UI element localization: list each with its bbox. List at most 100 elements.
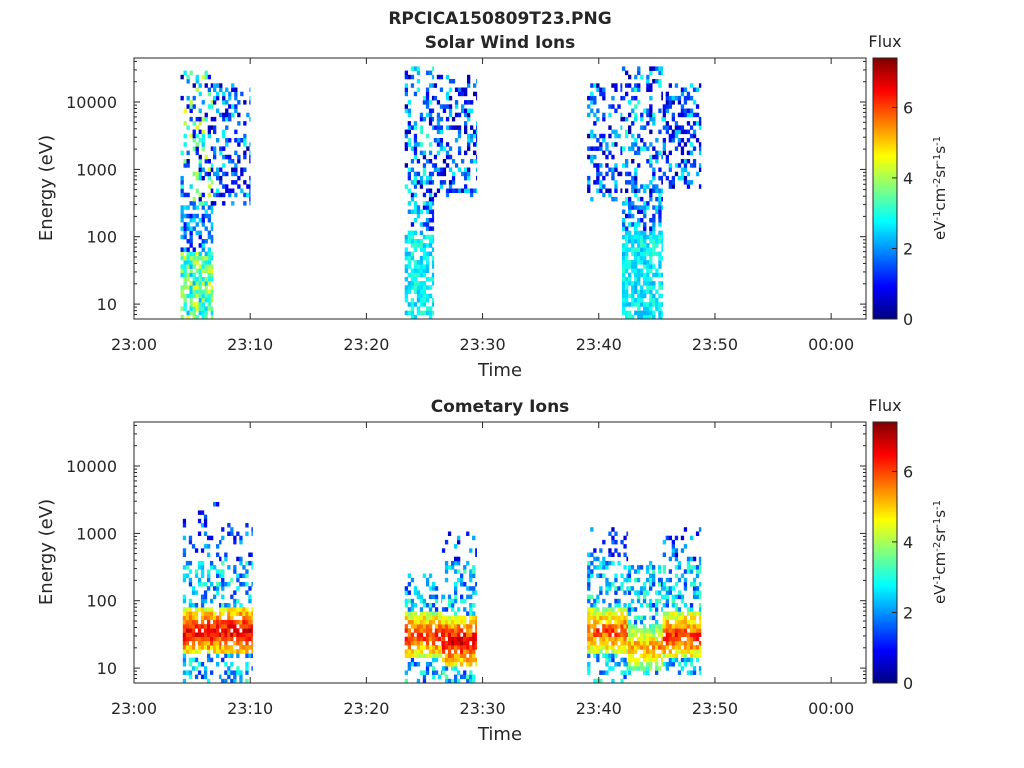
heatmap-cell (626, 531, 629, 536)
heatmap-cell (447, 628, 452, 633)
heatmap-cell (636, 628, 641, 633)
heatmap-cell (416, 653, 421, 658)
heatmap-cell (225, 125, 229, 130)
heatmap-cell (472, 586, 476, 591)
heatmap-cell (422, 619, 427, 625)
y-tick-label: 10 (97, 295, 117, 314)
heatmap-cell (438, 653, 442, 658)
heatmap-cell (625, 116, 629, 122)
heatmap-cell (219, 539, 222, 545)
heatmap-cell (451, 116, 456, 122)
colorbar-tick-label: 2 (903, 604, 913, 623)
heatmap-cell (695, 653, 700, 658)
heatmap-cell (216, 586, 220, 591)
heatmap-cell (447, 531, 452, 536)
heatmap-cell (476, 129, 478, 135)
heatmap-cell (210, 624, 214, 629)
heatmap-cell (689, 603, 694, 608)
heatmap-cell (633, 666, 638, 671)
heatmap-cell (466, 628, 470, 633)
heatmap-cell (602, 670, 606, 675)
heatmap-cell (227, 632, 231, 637)
heatmap-cell (661, 636, 663, 642)
heatmap-cell (658, 196, 662, 202)
heatmap-cell (210, 167, 214, 172)
heatmap-cell (652, 146, 656, 151)
heatmap-cell (416, 272, 421, 278)
heatmap-cell (668, 569, 672, 574)
heatmap-cell (668, 125, 672, 130)
heatmap-cell (646, 205, 650, 210)
heatmap-cell (425, 636, 430, 642)
heatmap-cell (444, 674, 449, 680)
heatmap-cell (461, 91, 465, 97)
heatmap-cell (186, 192, 190, 198)
heatmap-cell (422, 285, 427, 290)
heatmap-cell (185, 611, 190, 616)
heatmap-cell (207, 175, 211, 181)
heatmap-cell (186, 150, 190, 156)
x-tick-label: 23:30 (460, 335, 506, 354)
heatmap-cell (189, 226, 193, 231)
heatmap-cell (655, 603, 659, 608)
heatmap-cell (677, 619, 682, 625)
heatmap-cell (243, 192, 247, 198)
heatmap-cell (637, 87, 641, 92)
heatmap-cell (475, 624, 477, 629)
heatmap-cell (475, 645, 477, 650)
heatmap-cell (661, 662, 663, 667)
heatmap-cell (587, 560, 591, 566)
heatmap-cell (439, 167, 444, 172)
heatmap-cell (617, 619, 621, 625)
heatmap-cell (671, 653, 675, 658)
heatmap-cell (422, 247, 427, 252)
heatmap-cell (439, 180, 444, 185)
heatmap-cell (419, 129, 424, 135)
heatmap-cell (194, 548, 199, 553)
heatmap-cell (611, 645, 615, 650)
heatmap-cell (441, 666, 446, 671)
heatmap-cell (200, 636, 205, 642)
heatmap-cell (614, 632, 618, 637)
heatmap-cell (407, 662, 411, 667)
heatmap-cell (434, 636, 439, 642)
heatmap-cell (614, 653, 618, 658)
heatmap-cell (454, 582, 458, 587)
heatmap-cell (683, 632, 688, 637)
heatmap-cell (201, 255, 205, 261)
heatmap-cell (620, 636, 624, 642)
heatmap-cell (683, 645, 688, 650)
heatmap-cell (404, 163, 408, 168)
heatmap-cell (646, 281, 650, 286)
heatmap-cell (425, 234, 430, 240)
heatmap-cell (203, 628, 208, 633)
heatmap-cell (683, 163, 688, 168)
heatmap-cell (622, 289, 626, 294)
heatmap-cell (197, 565, 202, 570)
heatmap-cell (239, 636, 243, 642)
heatmap-cell (671, 184, 675, 189)
heatmap-cell (692, 666, 697, 671)
heatmap-cell (413, 619, 418, 625)
heatmap-cell (230, 645, 234, 650)
heatmap-cell (631, 188, 635, 193)
heatmap-cell (203, 582, 208, 587)
heatmap-cell (201, 293, 205, 299)
heatmap-cell (655, 298, 659, 303)
heatmap-cell (680, 640, 685, 646)
heatmap-cell (631, 133, 635, 139)
heatmap-cell (448, 95, 453, 101)
heatmap-cell (605, 645, 609, 650)
heatmap-cell (680, 619, 685, 625)
heatmap-cell (658, 640, 662, 646)
heatmap-cell (457, 125, 462, 130)
heatmap-cell (698, 640, 702, 646)
heatmap-cell (643, 289, 647, 294)
heatmap-cell (192, 272, 196, 278)
heatmap-cell (692, 632, 697, 637)
heatmap-cell (671, 624, 675, 629)
heatmap-cell (210, 298, 214, 303)
heatmap-cell (698, 628, 702, 633)
heatmap-cell (207, 678, 211, 684)
heatmap-cell (680, 175, 685, 181)
